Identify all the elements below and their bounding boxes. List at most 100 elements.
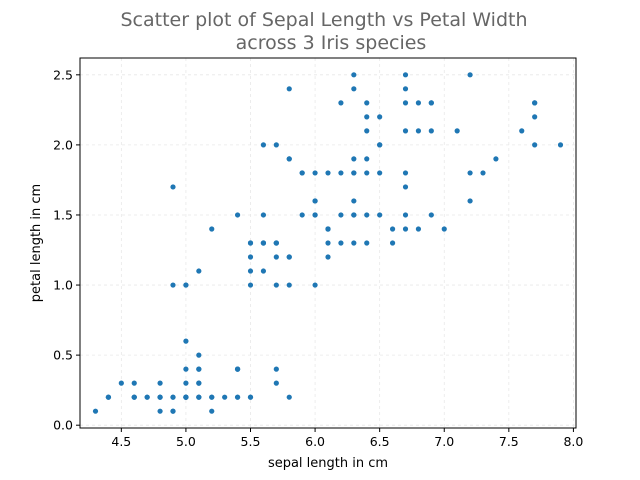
- data-point: [247, 394, 254, 400]
- data-point: [364, 114, 370, 120]
- data-point: [196, 394, 202, 400]
- data-point: [286, 394, 292, 400]
- data-point: [209, 226, 215, 232]
- data-point: [92, 408, 99, 414]
- data-point: [402, 184, 409, 190]
- data-point: [338, 240, 344, 246]
- data-point: [364, 128, 370, 134]
- y-tick-label: 2.5: [53, 67, 73, 82]
- data-point: [312, 282, 318, 288]
- data-point: [402, 212, 409, 218]
- data-point: [351, 72, 357, 78]
- data-point: [428, 128, 434, 134]
- data-point: [338, 170, 344, 176]
- data-point: [351, 170, 357, 176]
- data-point: [467, 198, 473, 204]
- y-axis-label: petal length in cm: [29, 184, 44, 302]
- x-tick-label: 5.5: [241, 434, 261, 449]
- data-point: [299, 212, 305, 218]
- data-point: [519, 128, 525, 134]
- data-point: [377, 212, 383, 218]
- data-point: [532, 142, 538, 148]
- data-point: [247, 268, 254, 274]
- data-point: [260, 240, 267, 246]
- data-point: [247, 282, 254, 288]
- data-point: [247, 254, 254, 260]
- data-point: [183, 338, 189, 344]
- y-tick-label: 0.0: [53, 418, 73, 433]
- data-point: [105, 394, 112, 400]
- data-point: [402, 72, 409, 78]
- data-point: [234, 394, 241, 400]
- y-tick-label: 2.0: [53, 137, 73, 152]
- y-axis-ticks: 0.0 0.5 1.0 1.5 2.0 2.5: [53, 67, 80, 433]
- data-point: [325, 226, 331, 232]
- data-point: [441, 226, 447, 232]
- data-point: [234, 212, 241, 218]
- data-point: [312, 198, 318, 204]
- data-point: [196, 268, 202, 274]
- data-point: [325, 240, 331, 246]
- data-point: [454, 128, 460, 134]
- data-point: [157, 380, 163, 386]
- data-point: [338, 100, 344, 106]
- data-point: [222, 394, 228, 400]
- data-point: [467, 72, 473, 78]
- x-tick-label: 6.5: [370, 434, 390, 449]
- data-point: [170, 184, 176, 190]
- data-point: [532, 100, 538, 106]
- data-point: [351, 86, 357, 92]
- data-point: [196, 366, 202, 372]
- data-point: [415, 226, 422, 232]
- y-tick-label: 0.5: [53, 348, 73, 363]
- data-point: [118, 380, 124, 386]
- data-point: [209, 408, 215, 414]
- data-point: [260, 268, 267, 274]
- data-point: [273, 254, 279, 260]
- data-point: [183, 394, 189, 400]
- data-point: [131, 394, 137, 400]
- data-point: [467, 170, 473, 176]
- data-point: [312, 212, 318, 218]
- data-point: [286, 156, 292, 162]
- data-point: [364, 212, 370, 218]
- data-point: [170, 282, 176, 288]
- x-axis-label: sepal length in cm: [268, 456, 388, 471]
- data-point: [286, 282, 292, 288]
- data-point: [144, 394, 150, 400]
- data-point: [273, 380, 279, 386]
- data-point: [183, 366, 189, 372]
- data-point: [234, 366, 241, 372]
- data-point: [273, 142, 279, 148]
- data-point: [364, 156, 370, 162]
- data-point: [402, 170, 409, 176]
- data-point: [428, 212, 434, 218]
- data-point: [351, 240, 357, 246]
- x-axis-ticks: 4.5 5.0 5.5 6.0 6.5 7.0 7.5 8.0: [111, 428, 583, 449]
- data-point: [157, 408, 163, 414]
- x-tick-label: 7.0: [434, 434, 454, 449]
- data-point: [364, 240, 370, 246]
- data-point: [325, 254, 331, 260]
- data-point: [402, 128, 409, 134]
- data-point: [402, 86, 409, 92]
- data-point: [247, 240, 254, 246]
- data-point: [532, 114, 538, 120]
- plot-frame: [79, 57, 577, 429]
- data-points: [92, 72, 564, 414]
- data-point: [196, 352, 202, 358]
- data-point: [364, 100, 370, 106]
- data-point: [209, 394, 215, 400]
- data-point: [428, 100, 434, 106]
- data-point: [273, 240, 279, 246]
- y-tick-label: 1.0: [53, 278, 73, 293]
- x-tick-label: 7.5: [499, 434, 519, 449]
- data-point: [299, 170, 305, 176]
- chart-title-line-2: across 3 Iris species: [236, 32, 427, 54]
- data-point: [170, 408, 176, 414]
- x-tick-label: 8.0: [563, 434, 583, 449]
- data-point: [377, 170, 383, 176]
- data-point: [480, 170, 486, 176]
- data-point: [351, 212, 357, 218]
- data-point: [493, 156, 499, 162]
